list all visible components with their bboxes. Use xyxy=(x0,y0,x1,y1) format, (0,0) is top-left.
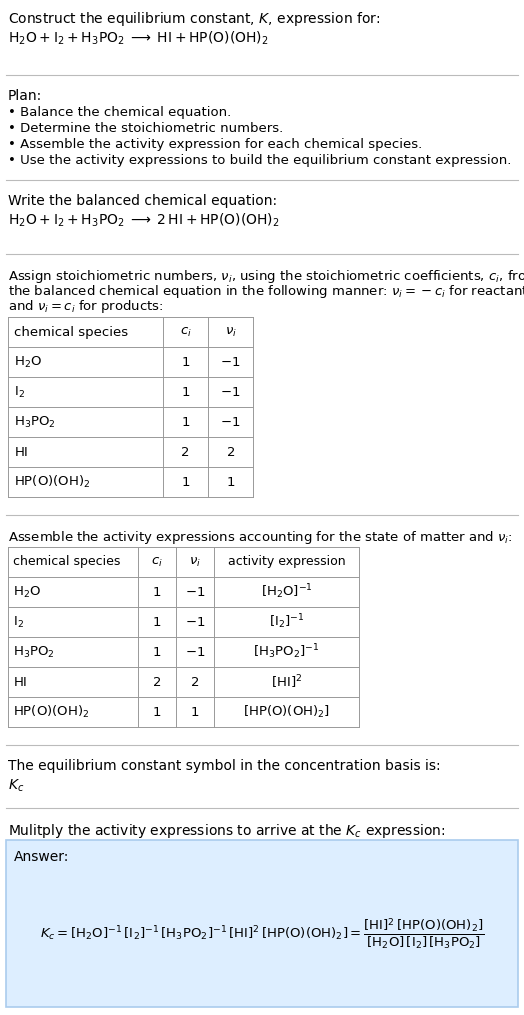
Text: $\mathrm{HI}$: $\mathrm{HI}$ xyxy=(14,446,28,459)
Text: • Determine the stoichiometric numbers.: • Determine the stoichiometric numbers. xyxy=(8,122,283,135)
Text: $\mathrm{H_3PO_2}$: $\mathrm{H_3PO_2}$ xyxy=(14,414,56,429)
Text: $\mathrm{I_2}$: $\mathrm{I_2}$ xyxy=(13,614,24,629)
Text: $\mathrm{I_2}$: $\mathrm{I_2}$ xyxy=(14,385,25,400)
Text: $1$: $1$ xyxy=(226,475,235,488)
Text: 1: 1 xyxy=(181,355,190,368)
Text: 1: 1 xyxy=(181,475,190,488)
Text: chemical species: chemical species xyxy=(13,555,121,568)
Text: $\mathrm{H_3PO_2}$: $\mathrm{H_3PO_2}$ xyxy=(13,645,55,660)
Text: activity expression: activity expression xyxy=(228,555,345,568)
Text: $[\mathrm{HI}]^{2}$: $[\mathrm{HI}]^{2}$ xyxy=(271,673,302,691)
Text: 1: 1 xyxy=(181,415,190,428)
Text: $\mathrm{HP(O)(OH)_2}$: $\mathrm{HP(O)(OH)_2}$ xyxy=(13,704,90,720)
Text: $c_i$: $c_i$ xyxy=(151,555,163,568)
Text: • Assemble the activity expression for each chemical species.: • Assemble the activity expression for e… xyxy=(8,138,422,151)
Text: 2: 2 xyxy=(153,676,161,688)
Text: Mulitply the activity expressions to arrive at the $K_c$ expression:: Mulitply the activity expressions to arr… xyxy=(8,822,445,840)
Text: 1: 1 xyxy=(153,615,161,628)
Text: The equilibrium constant symbol in the concentration basis is:: The equilibrium constant symbol in the c… xyxy=(8,759,441,773)
Text: 1: 1 xyxy=(153,586,161,599)
Text: $K_c = [\mathrm{H_2O}]^{-1}\,[\mathrm{I_2}]^{-1}\,[\mathrm{H_3PO_2}]^{-1}\,[\mat: $K_c = [\mathrm{H_2O}]^{-1}\,[\mathrm{I_… xyxy=(40,917,484,951)
Text: $[\mathrm{H_3PO_2}]^{-1}$: $[\mathrm{H_3PO_2}]^{-1}$ xyxy=(253,642,320,662)
Text: $\mathrm{HP(O)(OH)_2}$: $\mathrm{HP(O)(OH)_2}$ xyxy=(14,474,91,490)
Text: Write the balanced chemical equation:: Write the balanced chemical equation: xyxy=(8,194,277,208)
Text: chemical species: chemical species xyxy=(14,326,128,338)
Text: Assign stoichiometric numbers, $\nu_i$, using the stoichiometric coefficients, $: Assign stoichiometric numbers, $\nu_i$, … xyxy=(8,268,524,285)
Text: the balanced chemical equation in the following manner: $\nu_i = -c_i$ for react: the balanced chemical equation in the fo… xyxy=(8,283,524,300)
Text: 1: 1 xyxy=(181,386,190,399)
Text: $[\mathrm{H_2O}]^{-1}$: $[\mathrm{H_2O}]^{-1}$ xyxy=(260,583,312,601)
Text: $\mathrm{H_2O}$: $\mathrm{H_2O}$ xyxy=(14,354,42,369)
Text: Construct the equilibrium constant, $K$, expression for:: Construct the equilibrium constant, $K$,… xyxy=(8,10,380,28)
Text: 1: 1 xyxy=(153,646,161,659)
Text: $\nu_i$: $\nu_i$ xyxy=(224,326,236,339)
Text: $K_c$: $K_c$ xyxy=(8,779,24,795)
Text: $\mathrm{H_2O}$: $\mathrm{H_2O}$ xyxy=(13,585,41,600)
Text: $-1$: $-1$ xyxy=(220,355,241,368)
Text: and $\nu_i = c_i$ for products:: and $\nu_i = c_i$ for products: xyxy=(8,298,163,315)
Text: $-1$: $-1$ xyxy=(220,415,241,428)
Text: $\mathrm{H_2O + I_2 + H_3PO_2 \;\longrightarrow\; 2\,HI + HP(O)(OH)_2}$: $\mathrm{H_2O + I_2 + H_3PO_2 \;\longrig… xyxy=(8,212,280,229)
Text: $c_i$: $c_i$ xyxy=(180,326,191,339)
Text: 2: 2 xyxy=(181,446,190,459)
Text: $-1$: $-1$ xyxy=(185,586,205,599)
Text: $2$: $2$ xyxy=(226,446,235,459)
Text: Assemble the activity expressions accounting for the state of matter and $\nu_i$: Assemble the activity expressions accoun… xyxy=(8,529,512,546)
Text: $-1$: $-1$ xyxy=(185,646,205,659)
Text: • Balance the chemical equation.: • Balance the chemical equation. xyxy=(8,106,231,119)
FancyBboxPatch shape xyxy=(6,840,518,1007)
Text: 1: 1 xyxy=(153,705,161,719)
Text: Plan:: Plan: xyxy=(8,89,42,103)
Text: $\mathrm{HI}$: $\mathrm{HI}$ xyxy=(13,676,27,688)
Text: $-1$: $-1$ xyxy=(185,615,205,628)
Text: • Use the activity expressions to build the equilibrium constant expression.: • Use the activity expressions to build … xyxy=(8,154,511,167)
Text: Answer:: Answer: xyxy=(14,850,69,864)
Text: $[\mathrm{HP(O)(OH)_2}]$: $[\mathrm{HP(O)(OH)_2}]$ xyxy=(243,704,330,720)
Text: $1$: $1$ xyxy=(190,705,200,719)
Text: $\nu_i$: $\nu_i$ xyxy=(189,555,201,568)
Text: $-1$: $-1$ xyxy=(220,386,241,399)
Text: $\mathrm{H_2O + I_2 + H_3PO_2 \;\longrightarrow\; HI + HP(O)(OH)_2}$: $\mathrm{H_2O + I_2 + H_3PO_2 \;\longrig… xyxy=(8,30,269,48)
Text: $[\mathrm{I_2}]^{-1}$: $[\mathrm{I_2}]^{-1}$ xyxy=(269,613,304,631)
Text: $2$: $2$ xyxy=(190,676,200,688)
